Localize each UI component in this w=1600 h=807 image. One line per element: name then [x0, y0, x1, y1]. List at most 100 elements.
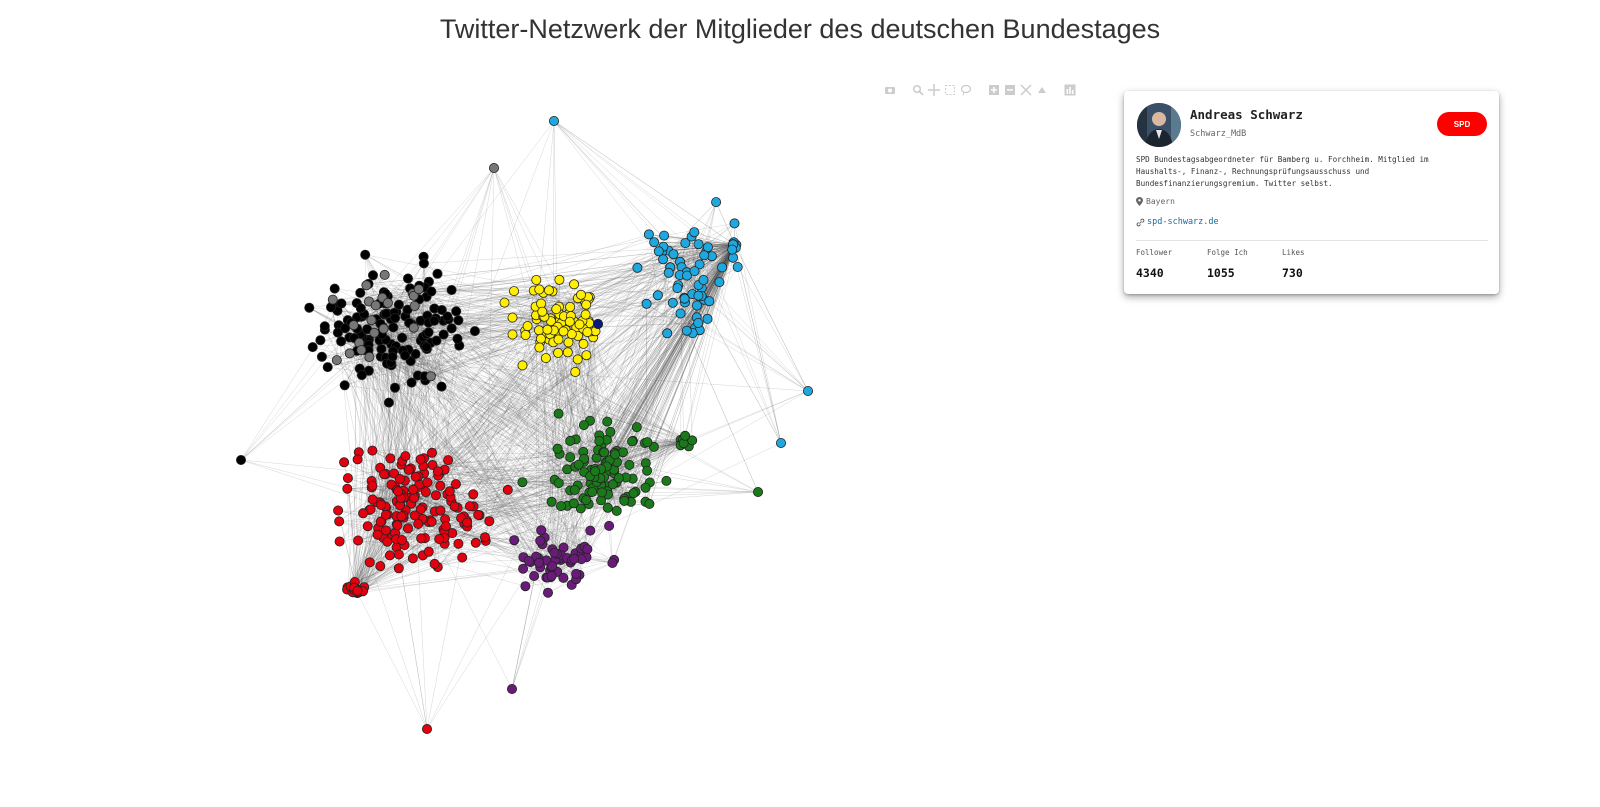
- node-linke[interactable]: [523, 555, 534, 566]
- node-cdu-csu[interactable]: [322, 362, 333, 373]
- node-spd[interactable]: [444, 486, 455, 497]
- node-spd[interactable]: [430, 490, 441, 501]
- node-afd[interactable]: [714, 277, 725, 288]
- node-gruene[interactable]: [602, 502, 613, 513]
- node-spd[interactable]: [440, 521, 451, 532]
- zoom-icon[interactable]: [912, 84, 924, 96]
- node-afd[interactable]: [776, 437, 787, 448]
- node-cdu-csu[interactable]: [393, 299, 404, 310]
- node-spd[interactable]: [352, 585, 363, 596]
- node-linke[interactable]: [529, 571, 540, 582]
- node-fdp[interactable]: [578, 338, 589, 349]
- node-cdu-csu[interactable]: [397, 332, 408, 343]
- node-gruene[interactable]: [553, 408, 564, 419]
- node-spd[interactable]: [409, 510, 420, 521]
- node-gruene[interactable]: [628, 488, 639, 499]
- node-afd[interactable]: [689, 227, 700, 238]
- node-afd[interactable]: [667, 297, 678, 308]
- node-cdu-csu[interactable]: [380, 308, 391, 319]
- node-spd[interactable]: [410, 471, 421, 482]
- node-fdp[interactable]: [507, 329, 518, 340]
- node-fdp[interactable]: [540, 353, 551, 364]
- node-spd[interactable]: [415, 504, 426, 515]
- node-cdu-csu[interactable]: [429, 315, 440, 326]
- node-gruene[interactable]: [575, 503, 586, 514]
- node-cdu-csu[interactable]: [379, 269, 390, 280]
- node-afd[interactable]: [658, 254, 669, 265]
- node-spd[interactable]: [392, 486, 403, 497]
- node-fdp[interactable]: [508, 286, 519, 297]
- node-cdu-csu[interactable]: [304, 302, 315, 313]
- node-linke[interactable]: [506, 684, 517, 695]
- node-spd[interactable]: [457, 552, 468, 563]
- node-cdu-csu[interactable]: [452, 333, 463, 344]
- node-fdp[interactable]: [534, 342, 545, 353]
- node-linke[interactable]: [604, 520, 615, 531]
- node-cdu-csu[interactable]: [387, 351, 398, 362]
- node-cdu-csu[interactable]: [235, 454, 246, 465]
- node-spd[interactable]: [379, 469, 390, 480]
- node-spd[interactable]: [453, 538, 464, 549]
- node-fdp[interactable]: [564, 316, 575, 327]
- node-linke[interactable]: [582, 544, 593, 555]
- node-spd[interactable]: [367, 445, 378, 456]
- node-spd[interactable]: [426, 447, 437, 458]
- node-cdu-csu[interactable]: [400, 350, 411, 361]
- node-cdu-csu[interactable]: [327, 294, 338, 305]
- node-cdu-csu[interactable]: [426, 286, 437, 297]
- node-fdp[interactable]: [581, 350, 592, 361]
- node-cdu-csu[interactable]: [453, 315, 464, 326]
- node-gruene[interactable]: [607, 479, 618, 490]
- node-gruene[interactable]: [687, 435, 698, 446]
- node-spd[interactable]: [393, 563, 404, 574]
- node-selected[interactable]: [593, 318, 604, 329]
- node-spd[interactable]: [334, 536, 345, 547]
- node-linke[interactable]: [534, 557, 545, 568]
- node-spd[interactable]: [421, 724, 432, 735]
- node-spd[interactable]: [416, 533, 427, 544]
- node-cdu-csu[interactable]: [336, 336, 347, 347]
- node-afd[interactable]: [702, 242, 713, 253]
- node-afd[interactable]: [653, 246, 664, 257]
- node-cdu-csu[interactable]: [438, 329, 449, 340]
- autoscale-icon[interactable]: [1020, 84, 1032, 96]
- node-cdu-csu[interactable]: [340, 323, 351, 334]
- node-cdu-csu[interactable]: [406, 377, 417, 388]
- node-cdu-csu[interactable]: [418, 258, 429, 269]
- node-linke[interactable]: [509, 535, 520, 546]
- node-cdu-csu[interactable]: [431, 335, 442, 346]
- node-fdp[interactable]: [537, 306, 548, 317]
- node-cdu-csu[interactable]: [408, 322, 419, 333]
- node-afd[interactable]: [662, 328, 673, 339]
- node-linke[interactable]: [543, 587, 554, 598]
- camera-icon[interactable]: [884, 84, 896, 96]
- node-afd[interactable]: [668, 249, 679, 260]
- reset-axes-icon[interactable]: [1036, 84, 1048, 96]
- node-afd[interactable]: [632, 262, 643, 273]
- node-fdp[interactable]: [551, 304, 562, 315]
- node-afd[interactable]: [675, 308, 686, 319]
- node-fdp[interactable]: [570, 366, 581, 377]
- node-afd[interactable]: [693, 239, 704, 250]
- node-spd[interactable]: [339, 457, 350, 468]
- node-afd[interactable]: [732, 261, 743, 272]
- node-spd[interactable]: [470, 537, 481, 548]
- node-cdu-csu[interactable]: [316, 351, 327, 362]
- node-fdp[interactable]: [554, 274, 565, 285]
- node-cdu-csu[interactable]: [355, 287, 366, 298]
- node-cdu-csu[interactable]: [376, 343, 387, 354]
- pan-icon[interactable]: [928, 84, 940, 96]
- node-linke[interactable]: [607, 558, 618, 569]
- box-select-icon[interactable]: [944, 84, 956, 96]
- node-afd[interactable]: [711, 197, 722, 208]
- node-afd[interactable]: [727, 244, 738, 255]
- node-spd[interactable]: [435, 480, 446, 491]
- node-fdp[interactable]: [544, 285, 555, 296]
- node-gruene[interactable]: [642, 465, 653, 476]
- node-spd[interactable]: [352, 454, 363, 465]
- node-cdu-csu[interactable]: [451, 306, 462, 317]
- node-cdu-csu[interactable]: [389, 382, 400, 393]
- node-afd[interactable]: [699, 250, 710, 261]
- node-spd[interactable]: [358, 508, 369, 519]
- node-cdu-csu[interactable]: [413, 284, 424, 295]
